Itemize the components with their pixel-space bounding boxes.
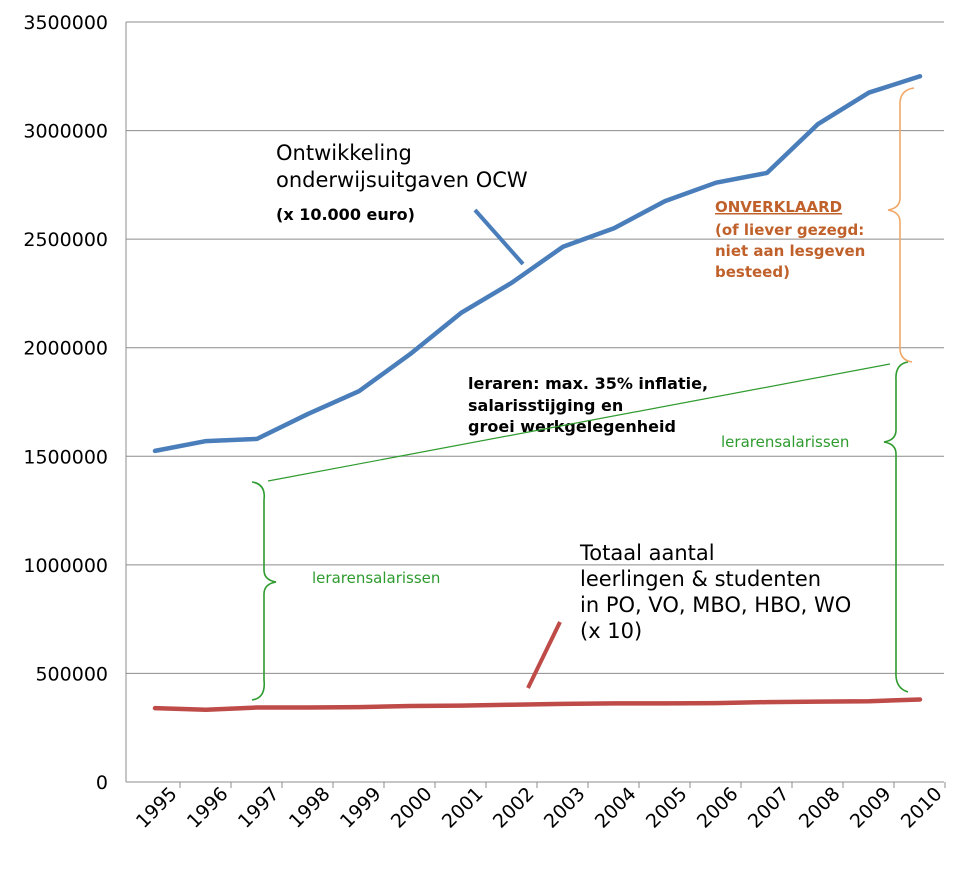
students-annotation-line1: Totaal aantal (579, 541, 715, 565)
y-tick-label: 1000000 (23, 555, 108, 577)
axes (125, 22, 946, 788)
students-annotation-line2: leerlingen & studenten (580, 567, 821, 591)
students-annotation-line4: (x 10) (580, 619, 642, 643)
x-tick-label: 2005 (642, 783, 692, 833)
x-tick-label: 2007 (744, 783, 794, 833)
x-tick-label: 2009 (846, 783, 896, 833)
y-tick-label: 1500000 (23, 446, 108, 468)
students-annotation-line3: in PO, VO, MBO, HBO, WO (580, 593, 851, 617)
ocw-annotation-line2: onderwijsuitgaven OCW (276, 168, 528, 192)
x-tick-labels: 1995 1996 1997 1998 1999 2000 2001 2002 2003 2004… (132, 783, 947, 833)
x-tick-label: 1998 (285, 783, 335, 833)
ocw-annotation-line1: Ontwikkeling (276, 141, 412, 165)
growth-line (267, 363, 891, 482)
x-tick-label: 1997 (234, 783, 284, 833)
x-tick-label: 2002 (489, 783, 539, 833)
x-tick-label: 2008 (795, 783, 845, 833)
y-tick-label: 0 (96, 772, 108, 794)
students-pointer (526, 621, 562, 689)
x-tick-label: 2000 (387, 783, 437, 833)
x-tick-label: 2003 (540, 783, 590, 833)
gridlines (126, 21, 944, 674)
growth-annotation-line2: salarisstijging en (468, 396, 623, 415)
series-lines (152, 74, 923, 712)
x-tick-label: 1999 (336, 783, 386, 833)
series-line-students (152, 697, 923, 712)
ocw-pointer (473, 208, 525, 266)
series-line-ocw (152, 74, 923, 454)
y-tick-label: 2500000 (23, 229, 108, 251)
growth-annotation-line1: leraren: max. 35% inflatie, (468, 374, 708, 393)
x-tick-label: 1996 (183, 783, 233, 833)
x-tick-label: 1995 (132, 783, 182, 833)
unexplained-heading: ONVERKLAARD (715, 198, 842, 216)
y-tick-label: 2000000 (23, 338, 108, 360)
unexplained-line1: (of liever gezegd: (715, 221, 864, 239)
x-tick-label: 2010 (897, 783, 947, 833)
salaries-right-label: lerarensalarissen (721, 433, 849, 451)
growth-annotation-line3: groei werkgelegenheid (468, 417, 676, 436)
left-salary-brace (251, 481, 277, 701)
unexplained-brace (887, 87, 915, 363)
unexplained-line3: besteed) (715, 263, 790, 281)
x-tick-label: 2006 (693, 783, 743, 833)
y-tick-label: 3000000 (23, 121, 108, 143)
y-tick-label: 500000 (35, 663, 108, 685)
unexplained-line2: niet aan lesgeven (715, 242, 865, 260)
ocw-annotation-line3: (x 10.000 euro) (276, 205, 415, 224)
salaries-left-label: lerarensalarissen (312, 569, 440, 587)
x-tick-label: 2001 (438, 783, 488, 833)
y-tick-labels: 0 500000 1000000 1500000 2000000 2500000 30000… (23, 12, 108, 794)
x-tick-label: 2004 (591, 783, 641, 833)
y-tick-label: 3500000 (23, 12, 108, 34)
right-salary-brace (883, 361, 909, 693)
